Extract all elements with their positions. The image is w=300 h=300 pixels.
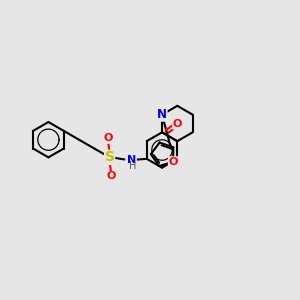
Text: H: H: [129, 161, 136, 171]
Text: O: O: [173, 119, 182, 129]
Text: S: S: [105, 150, 115, 164]
Text: N: N: [127, 155, 136, 165]
Text: O: O: [168, 157, 178, 167]
Text: O: O: [104, 133, 113, 143]
Text: O: O: [106, 172, 116, 182]
Text: N: N: [157, 108, 167, 121]
